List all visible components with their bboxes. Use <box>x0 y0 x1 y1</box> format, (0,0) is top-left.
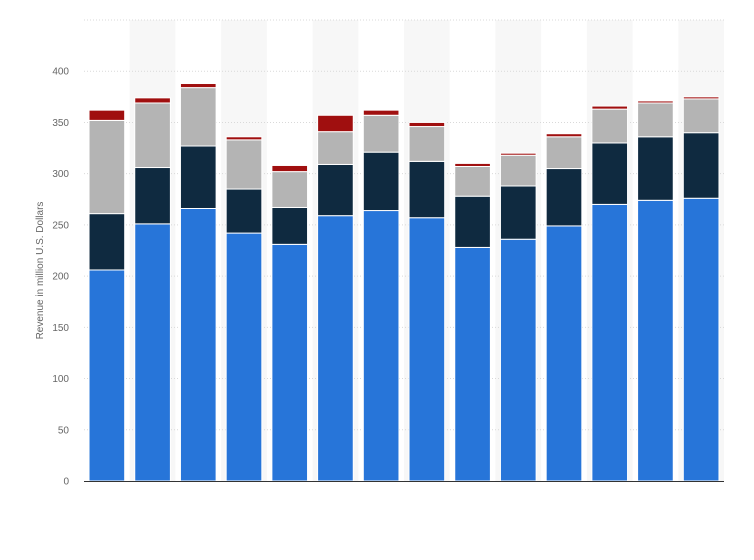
bar-segment <box>408 160 446 219</box>
y-tick-label: 100 <box>52 374 69 385</box>
bar-segment <box>499 238 537 482</box>
bar-segment <box>317 114 354 133</box>
bar-segment <box>408 121 446 128</box>
bar-segment <box>408 126 446 162</box>
bar-segment <box>317 163 354 217</box>
bar-segment <box>362 210 400 482</box>
bar-segment <box>88 119 126 215</box>
bar-segment <box>88 269 126 482</box>
bar-segment <box>545 225 583 482</box>
bar-segment <box>134 167 171 225</box>
bar-segment <box>179 83 217 89</box>
bar-segment <box>179 145 217 209</box>
bar-segment <box>499 185 537 240</box>
bar-segment <box>591 142 629 205</box>
bar-segment <box>225 188 263 234</box>
bar-segment <box>545 133 583 138</box>
bar-segment <box>179 207 217 482</box>
bar-segment <box>454 195 491 248</box>
bar-segment <box>179 87 217 147</box>
bar-segment <box>499 154 537 187</box>
y-tick-label: 150 <box>52 323 69 334</box>
bar-segment <box>134 97 171 104</box>
bar-segment <box>362 109 400 116</box>
y-axis-label: Revenue in million U.S. Dollars <box>35 202 46 340</box>
bar-segment <box>88 109 126 121</box>
bar-segment <box>637 102 674 138</box>
bar-segment <box>682 132 720 199</box>
bar-segment <box>682 98 720 134</box>
bar-segment <box>362 151 400 212</box>
bar-segment <box>271 243 309 482</box>
bars <box>88 83 720 482</box>
y-tick-label: 250 <box>52 220 69 231</box>
bar-segment <box>225 139 263 190</box>
y-tick-label: 400 <box>52 67 69 78</box>
bar-segment <box>545 168 583 227</box>
bar-segment <box>362 114 400 153</box>
bar-segment <box>637 136 674 201</box>
bar-segment <box>499 152 537 156</box>
bar-segment <box>591 203 629 482</box>
bar-segment <box>454 246 491 482</box>
y-tick-label: 0 <box>63 477 69 488</box>
bar-segment <box>271 171 309 208</box>
bar-segment <box>317 215 354 482</box>
bar-segment <box>317 131 354 165</box>
y-tick-label: 300 <box>52 169 69 180</box>
bar-segment <box>591 105 629 110</box>
bar-segment <box>637 199 674 482</box>
bar-segment <box>454 162 491 167</box>
bar-segment <box>682 197 720 482</box>
bar-segment <box>545 136 583 170</box>
y-tick-label: 50 <box>58 425 70 436</box>
y-axis-ticks: 0 50 100 150 200 250 300 350 400 <box>52 67 69 488</box>
bar-segment <box>134 223 171 482</box>
bar-segment <box>408 217 446 482</box>
bar-segment <box>88 213 126 271</box>
bar-segment <box>271 206 309 245</box>
bar-segment <box>225 136 263 141</box>
bar-segment <box>682 96 720 100</box>
bar-segment <box>271 164 309 173</box>
bar-segment <box>637 100 674 104</box>
bar-segment <box>454 165 491 197</box>
bar-segment <box>591 108 629 144</box>
bar-segment <box>134 102 171 169</box>
y-tick-label: 200 <box>52 272 69 283</box>
bar-segment <box>225 232 263 482</box>
y-tick-label: 350 <box>52 118 69 129</box>
